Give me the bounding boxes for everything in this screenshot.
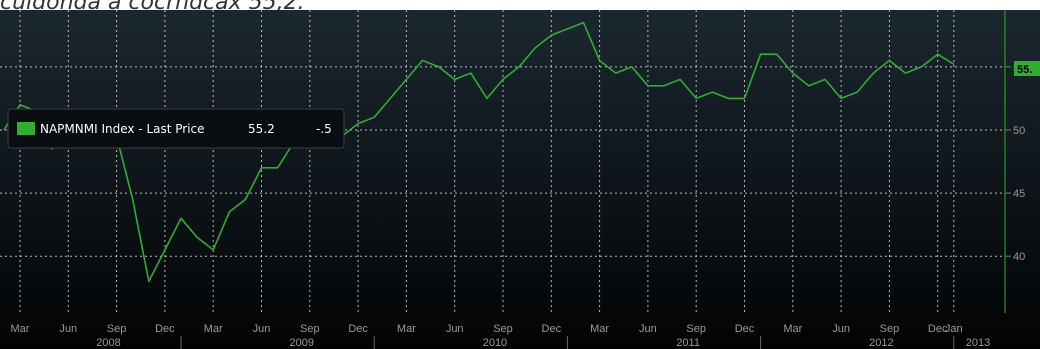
series-layer: [3, 21, 955, 283]
x-tick-label: Jun: [832, 323, 850, 335]
x-tick-label: Jun: [446, 323, 464, 335]
x-tick-label: Sep: [107, 323, 127, 335]
plot-background: [0, 10, 1040, 349]
legend: NAPMNMI Index - Last Price 55.2 -.5: [7, 108, 345, 149]
last-value-badge: 55.: [1014, 61, 1040, 76]
year-label: 2011: [676, 337, 700, 349]
y-tick-label: 45: [1013, 188, 1025, 200]
x-tick-label: Dec: [155, 323, 175, 335]
legend-change: -.5: [316, 122, 332, 136]
year-label: 2013: [966, 337, 990, 349]
year-label: 2008: [96, 337, 120, 349]
x-tick-label: Dec: [348, 323, 368, 335]
x-tick-label: Dec: [928, 323, 948, 335]
x-tick-label: Mar: [11, 323, 30, 335]
year-label: 2012: [869, 337, 893, 349]
x-tick-label: Mar: [204, 323, 223, 335]
x-tick-label: Dec: [542, 323, 562, 335]
line-chart: Mar Jun Sep Dec Mar Jun Sep Dec Mar Jun Sep Dec Mar J…: [0, 10, 1040, 349]
year-label: 2010: [483, 337, 507, 349]
legend-series-name: NAPMNMI Index - Last Price: [40, 122, 205, 136]
legend-box: [7, 108, 345, 149]
x-tick-label: Mar: [783, 323, 802, 335]
year-label: 2009: [290, 337, 314, 349]
x-tick-label: Sep: [686, 323, 706, 335]
x-tick-label: Jun: [639, 323, 657, 335]
x-tick-label: Jun: [253, 323, 271, 335]
grid: [0, 10, 1006, 313]
y-tick-label: 40: [1013, 251, 1025, 263]
y-tick-label: 50: [1013, 125, 1025, 137]
series-line: [3, 21, 955, 283]
caption-text: culdonda a cocrndcax 55,2.: [0, 0, 1040, 10]
x-tick-label: Dec: [735, 323, 755, 335]
last-value-badge-text: 55.: [1017, 64, 1032, 76]
legend-swatch: [17, 122, 35, 135]
x-tick-label: Sep: [880, 323, 900, 335]
x-tick-label: Mar: [397, 323, 416, 335]
legend-last-value: 55.2: [248, 122, 275, 136]
x-tick-label: Sep: [300, 323, 320, 335]
x-tick-label: Sep: [493, 323, 513, 335]
x-tick-label: Jan: [945, 323, 963, 335]
last-value-badge-box: [1014, 61, 1040, 76]
x-axis: Mar Jun Sep Dec Mar Jun Sep Dec Mar Jun Sep Dec Mar J…: [11, 323, 990, 349]
x-tick-label: Mar: [590, 323, 609, 335]
x-tick-label: Jun: [59, 323, 77, 335]
y-axis: 40455055: [1005, 62, 1025, 263]
